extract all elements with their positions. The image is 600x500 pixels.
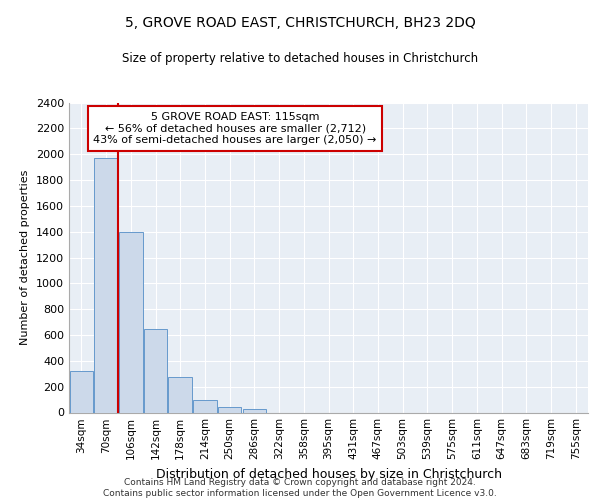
Text: Size of property relative to detached houses in Christchurch: Size of property relative to detached ho… <box>122 52 478 65</box>
Bar <box>242 408 266 412</box>
Text: 5, GROVE ROAD EAST, CHRISTCHURCH, BH23 2DQ: 5, GROVE ROAD EAST, CHRISTCHURCH, BH23 2… <box>125 16 475 30</box>
Bar <box>70 371 93 412</box>
Bar <box>218 406 241 412</box>
Bar <box>169 377 192 412</box>
Bar <box>94 158 118 412</box>
Y-axis label: Number of detached properties: Number of detached properties <box>20 170 31 345</box>
Text: Contains HM Land Registry data © Crown copyright and database right 2024.
Contai: Contains HM Land Registry data © Crown c… <box>103 478 497 498</box>
Bar <box>119 232 143 412</box>
X-axis label: Distribution of detached houses by size in Christchurch: Distribution of detached houses by size … <box>155 468 502 481</box>
Bar <box>193 400 217 412</box>
Text: 5 GROVE ROAD EAST: 115sqm
← 56% of detached houses are smaller (2,712)
43% of se: 5 GROVE ROAD EAST: 115sqm ← 56% of detac… <box>94 112 377 145</box>
Bar <box>144 328 167 412</box>
